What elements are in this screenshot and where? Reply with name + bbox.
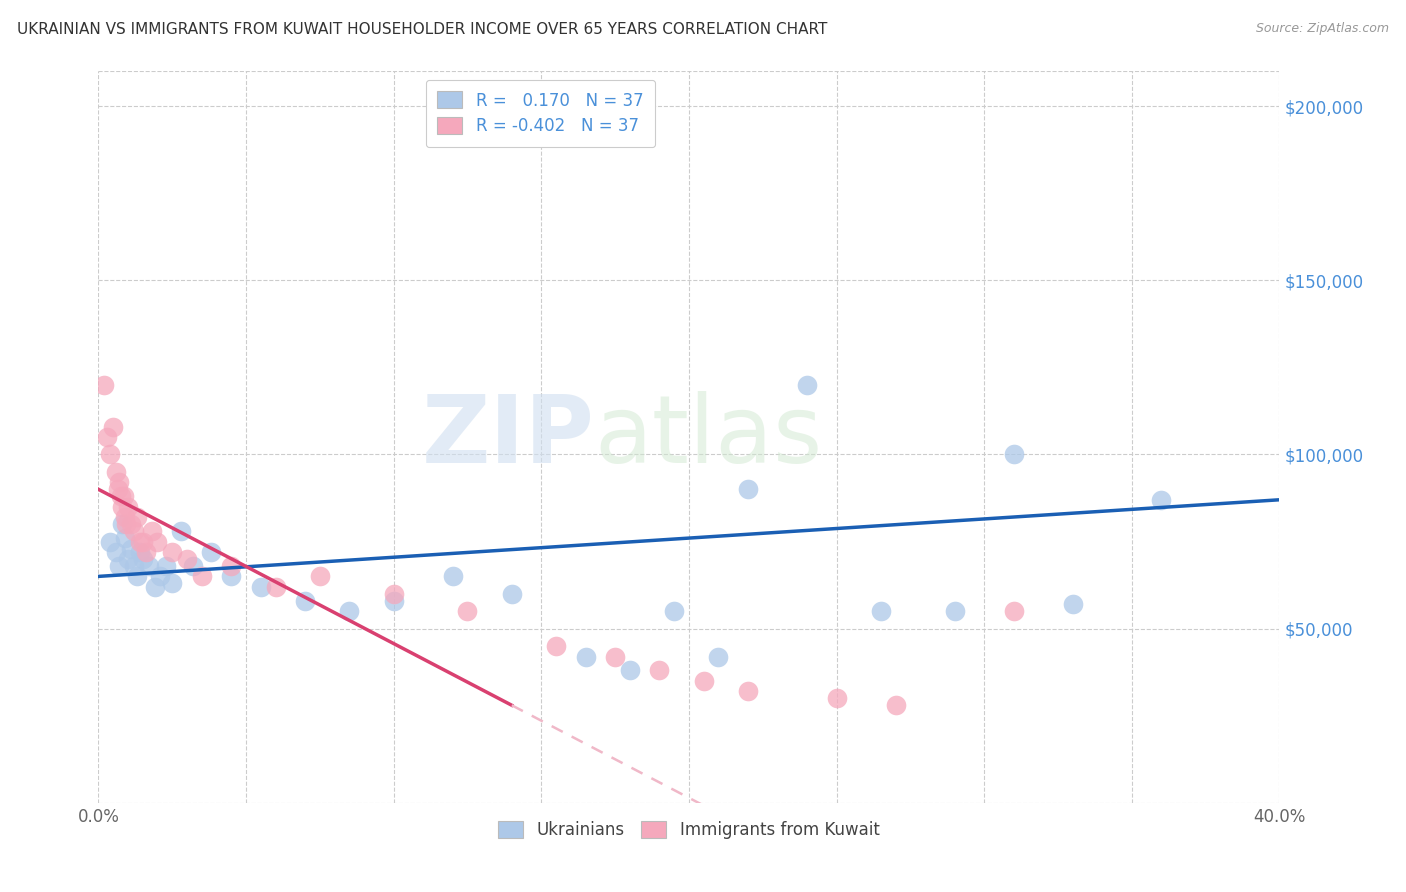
Point	[110, 489, 132, 503]
Text: Source: ZipAtlas.com: Source: ZipAtlas.com	[1256, 22, 1389, 36]
Point	[143, 580, 166, 594]
Point	[1062, 597, 1084, 611]
Point	[162, 576, 183, 591]
Legend: Ukrainians, Immigrants from Kuwait: Ukrainians, Immigrants from Kuwait	[488, 811, 890, 849]
Point	[309, 569, 332, 583]
Point	[146, 534, 169, 549]
Point	[105, 545, 128, 559]
Point	[737, 483, 759, 497]
Point	[221, 558, 243, 573]
Point	[122, 524, 145, 538]
Point	[501, 587, 523, 601]
Point	[98, 534, 121, 549]
Point	[103, 419, 125, 434]
Point	[825, 691, 848, 706]
Point	[132, 552, 155, 566]
Point	[693, 673, 716, 688]
Point	[707, 649, 730, 664]
Point	[191, 569, 214, 583]
Point	[339, 604, 361, 618]
Point	[264, 580, 287, 594]
Point	[176, 552, 198, 566]
Point	[796, 377, 818, 392]
Point	[128, 545, 150, 559]
Point	[108, 475, 131, 490]
Point	[648, 664, 671, 678]
Point	[870, 604, 893, 618]
Point	[155, 558, 177, 573]
Point	[250, 580, 273, 594]
Point	[125, 569, 148, 583]
Point	[546, 639, 568, 653]
Point	[141, 524, 163, 538]
Point	[115, 517, 138, 532]
Point	[111, 517, 134, 532]
Point	[884, 698, 907, 713]
Point	[294, 594, 316, 608]
Point	[135, 545, 157, 559]
Point	[120, 541, 142, 556]
Point	[114, 531, 136, 545]
Point	[122, 558, 145, 573]
Point	[107, 483, 129, 497]
Point	[382, 594, 405, 608]
Point	[441, 569, 464, 583]
Point	[93, 377, 115, 392]
Point	[96, 430, 118, 444]
Point	[170, 524, 193, 538]
Point	[200, 545, 222, 559]
Point	[108, 558, 131, 573]
Point	[575, 649, 598, 664]
Point	[114, 510, 136, 524]
Point	[1002, 604, 1025, 618]
Text: ZIP: ZIP	[422, 391, 595, 483]
Point	[111, 500, 134, 514]
Point	[98, 448, 121, 462]
Point	[117, 500, 139, 514]
Point	[619, 664, 641, 678]
Point	[664, 604, 686, 618]
Text: atlas: atlas	[595, 391, 823, 483]
Point	[162, 545, 183, 559]
Point	[382, 587, 405, 601]
Point	[943, 604, 966, 618]
Point	[132, 534, 155, 549]
Point	[112, 489, 135, 503]
Point	[138, 558, 160, 573]
Point	[1002, 448, 1025, 462]
Point	[117, 552, 139, 566]
Point	[221, 569, 243, 583]
Point	[125, 510, 148, 524]
Point	[605, 649, 627, 664]
Point	[105, 465, 128, 479]
Point	[737, 684, 759, 698]
Point	[149, 569, 172, 583]
Point	[120, 517, 142, 532]
Point	[457, 604, 479, 618]
Point	[1150, 492, 1173, 507]
Text: UKRAINIAN VS IMMIGRANTS FROM KUWAIT HOUSEHOLDER INCOME OVER 65 YEARS CORRELATION: UKRAINIAN VS IMMIGRANTS FROM KUWAIT HOUS…	[17, 22, 827, 37]
Point	[128, 534, 150, 549]
Point	[181, 558, 204, 573]
